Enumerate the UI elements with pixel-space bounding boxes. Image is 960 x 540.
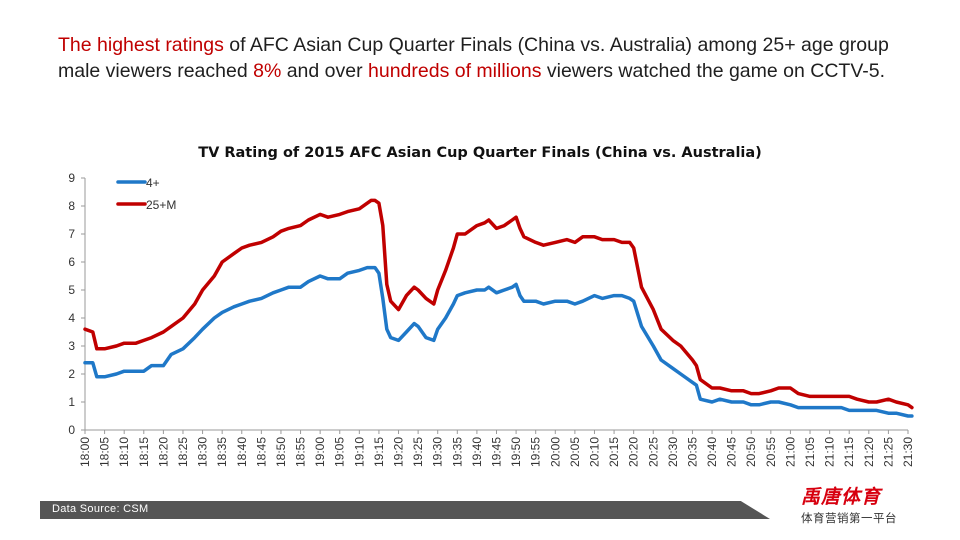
x-tick-label: 20:10 — [587, 437, 601, 467]
x-tick-label: 18:20 — [156, 437, 170, 467]
x-tick-label: 19:40 — [470, 437, 484, 467]
y-tick-label: 7 — [68, 227, 75, 241]
footer-bar — [40, 501, 770, 519]
x-tick-label: 21:00 — [783, 437, 797, 467]
x-tick-label: 21:10 — [823, 437, 837, 467]
brand-logo-tagline: 体育营销第一平台 — [801, 511, 897, 525]
x-tick-label: 19:55 — [529, 437, 543, 467]
x-tick-label: 20:50 — [744, 437, 758, 467]
x-tick-label: 19:00 — [313, 437, 327, 467]
legend-label: 25+M — [146, 198, 176, 212]
x-tick-label: 20:25 — [646, 437, 660, 467]
x-tick-label: 21:25 — [881, 437, 895, 467]
brand-logo-name: 禹唐体育 — [801, 486, 882, 508]
x-tick-label: 20:00 — [548, 437, 562, 467]
y-tick-label: 1 — [68, 395, 75, 409]
y-tick-label: 5 — [68, 283, 75, 297]
y-tick-label: 2 — [68, 367, 75, 381]
headline-text-2: and over — [281, 60, 369, 82]
y-tick-label: 0 — [68, 423, 75, 437]
x-tick-label: 19:45 — [490, 437, 504, 467]
x-tick-label: 18:25 — [176, 437, 190, 467]
x-tick-label: 18:35 — [215, 437, 229, 467]
x-tick-label: 18:45 — [254, 437, 268, 467]
x-tick-label: 21:15 — [842, 437, 856, 467]
chart-title: TV Rating of 2015 AFC Asian Cup Quarter … — [198, 145, 762, 161]
x-tick-label: 18:00 — [78, 437, 92, 467]
x-tick-label: 19:30 — [431, 437, 445, 467]
x-tick-label: 20:20 — [627, 437, 641, 467]
x-tick-label: 21:30 — [901, 437, 915, 467]
x-tick-label: 20:15 — [607, 437, 621, 467]
x-tick-label: 19:05 — [333, 437, 347, 467]
legend-label: 4+ — [146, 176, 160, 190]
series-line-male-25-plus — [83, 198, 914, 410]
headline-highlight-percent: 8% — [253, 60, 282, 82]
y-tick-label: 4 — [68, 311, 75, 325]
x-tick-label: 19:15 — [372, 437, 386, 467]
x-tick-label: 18:05 — [98, 437, 112, 467]
x-tick-label: 20:30 — [666, 437, 680, 467]
headline: The highest ratings of AFC Asian Cup Qua… — [58, 32, 918, 84]
x-tick-label: 18:40 — [235, 437, 249, 467]
headline-text-3: viewers watched the game on CCTV-5. — [541, 60, 886, 82]
x-tick-label: 19:25 — [411, 437, 425, 467]
x-tick-label: 19:50 — [509, 437, 523, 467]
x-tick-label: 19:10 — [352, 437, 366, 467]
x-tick-label: 20:45 — [725, 437, 739, 467]
x-tick-label: 18:15 — [137, 437, 151, 467]
y-tick-label: 8 — [68, 199, 75, 213]
x-tick-label: 20:55 — [764, 437, 778, 467]
x-tick-label: 20:40 — [705, 437, 719, 467]
x-tick-label: 19:35 — [450, 437, 464, 467]
x-tick-label: 18:10 — [117, 437, 131, 467]
x-tick-label: 21:05 — [803, 437, 817, 467]
data-source-label: Data Source: CSM — [52, 503, 149, 515]
x-tick-label: 18:30 — [196, 437, 210, 467]
series-line-all-viewers — [83, 265, 914, 418]
headline-highlight-highest-ratings: The highest ratings — [58, 34, 224, 56]
headline-text-1: of AFC Asian Cup Quarter Finals (China v… — [58, 34, 889, 82]
y-tick-label: 3 — [68, 339, 75, 353]
line-chart: 0 1 2 3 4 5 6 7 8 9 18:00 18:05 18:10 18:15 18:20 18:25… — [68, 171, 915, 467]
x-tick-label: 19:20 — [392, 437, 406, 467]
x-tick-label: 21:20 — [862, 437, 876, 467]
x-tick-label: 18:55 — [294, 437, 308, 467]
headline-highlight-viewers: hundreds of millions — [368, 60, 542, 82]
y-tick-label: 9 — [68, 171, 75, 185]
y-tick-label: 6 — [68, 255, 75, 269]
brand-logo: 禹唐体育 体育营销第一平台 — [801, 486, 911, 532]
x-tick-label: 18:50 — [274, 437, 288, 467]
x-tick-label: 20:05 — [568, 437, 582, 467]
x-tick-label: 20:35 — [685, 437, 699, 467]
